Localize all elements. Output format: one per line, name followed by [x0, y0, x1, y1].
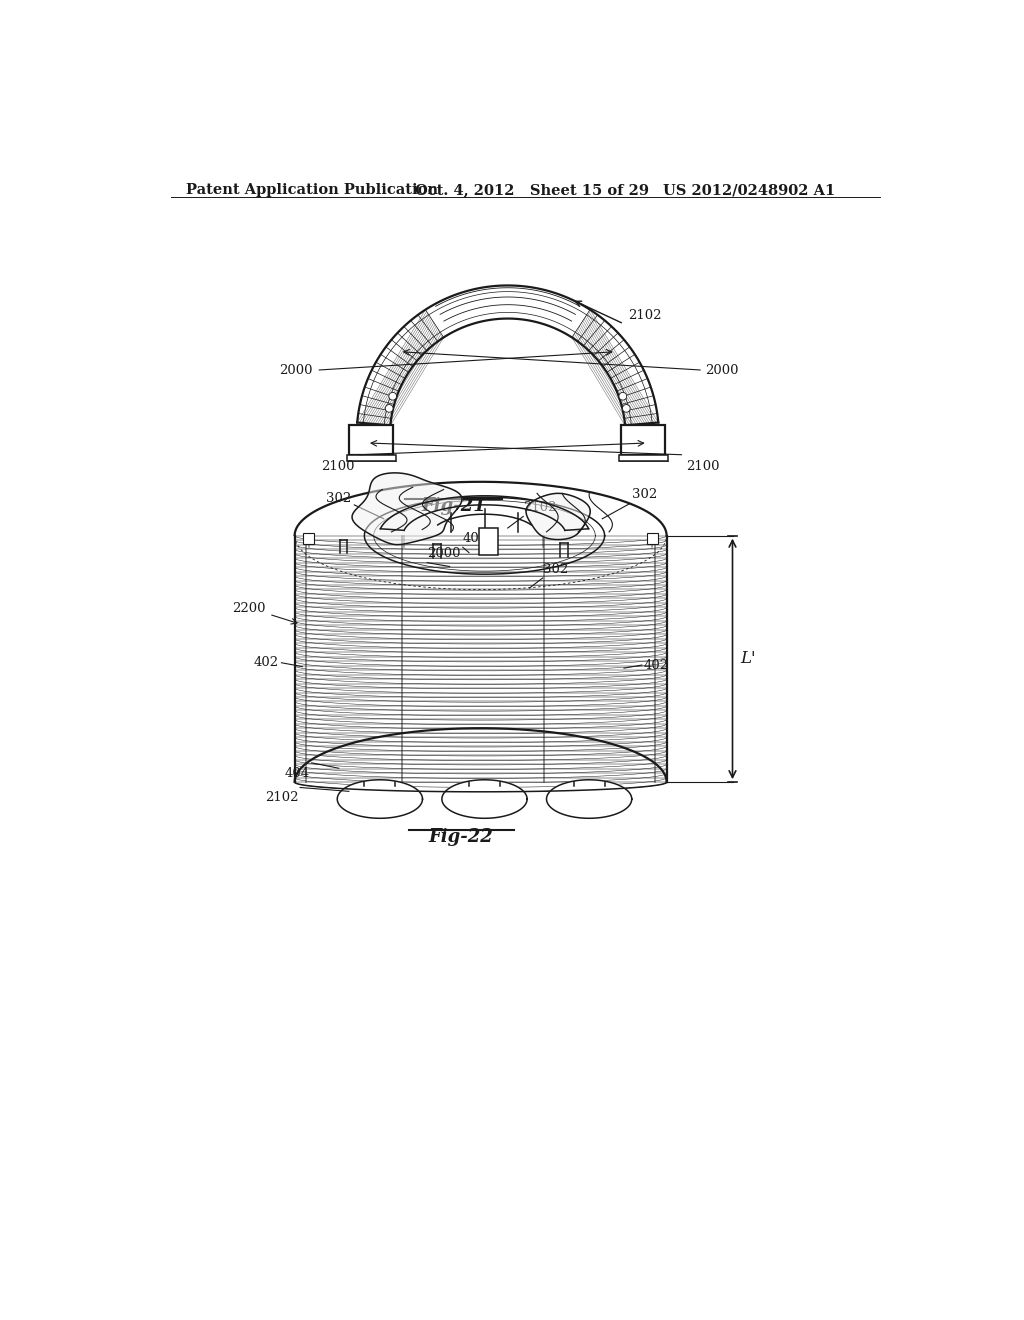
Text: Patent Application Publication: Patent Application Publication	[186, 183, 438, 197]
Text: 2200: 2200	[232, 602, 266, 615]
Bar	[347, 454, 396, 461]
Bar	[622, 425, 666, 454]
Text: 302: 302	[632, 488, 657, 502]
Text: 2100: 2100	[686, 461, 720, 474]
Circle shape	[385, 404, 393, 412]
Polygon shape	[526, 494, 590, 540]
Polygon shape	[442, 780, 527, 818]
Text: 404: 404	[285, 767, 310, 780]
Bar	[303, 533, 314, 544]
Polygon shape	[352, 473, 462, 545]
Text: 2102: 2102	[265, 792, 299, 804]
Circle shape	[623, 404, 630, 412]
Text: 2102: 2102	[628, 309, 662, 322]
Text: 402: 402	[254, 656, 280, 669]
Bar	[647, 533, 658, 544]
Text: 2100: 2100	[321, 461, 354, 474]
Circle shape	[618, 392, 627, 400]
Polygon shape	[547, 780, 632, 818]
Text: 404: 404	[463, 532, 487, 545]
Text: 302: 302	[543, 562, 568, 576]
Bar	[479, 528, 498, 554]
Text: 2000: 2000	[706, 363, 739, 376]
Bar	[618, 454, 668, 461]
Text: Oct. 4, 2012   Sheet 15 of 29: Oct. 4, 2012 Sheet 15 of 29	[415, 183, 649, 197]
Text: Fig-22: Fig-22	[429, 829, 494, 846]
Text: US 2012/0248902 A1: US 2012/0248902 A1	[663, 183, 835, 197]
Circle shape	[389, 392, 396, 400]
Text: 2000: 2000	[279, 363, 312, 376]
Text: 2102: 2102	[523, 502, 557, 515]
Polygon shape	[337, 780, 423, 818]
Text: 302: 302	[326, 492, 351, 506]
Text: L': L'	[740, 651, 756, 668]
Text: 402: 402	[643, 659, 669, 672]
Text: 2000: 2000	[427, 548, 461, 561]
Bar	[349, 425, 393, 454]
Text: Fig-21: Fig-21	[421, 498, 485, 515]
